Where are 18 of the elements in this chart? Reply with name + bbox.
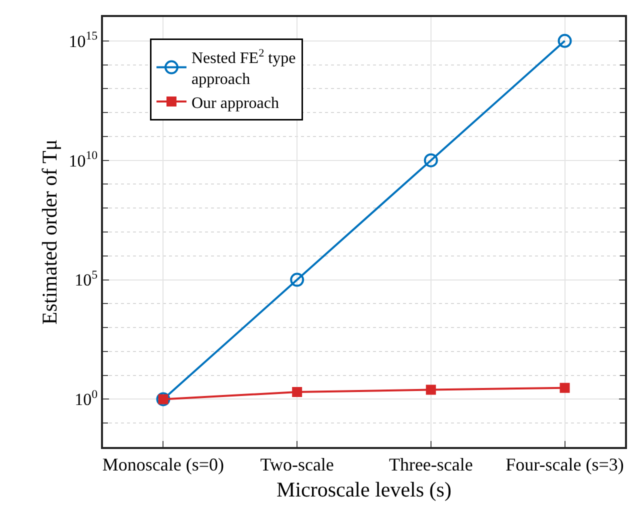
x-tick-label: Two-scale: [260, 454, 334, 475]
x-tick-label: Monoscale (s=0): [102, 454, 224, 475]
point: [292, 387, 302, 398]
x-tick-label: Three-scale: [388, 454, 473, 475]
y-axis-title: Estimated order of Tμ: [37, 139, 62, 325]
point: [424, 153, 438, 168]
y-tick-label: 10$^{0}$: [74, 387, 98, 410]
point: [560, 382, 570, 393]
legend-label: Our approach: [191, 94, 279, 112]
y-tick-label: 10$^{10}$: [68, 148, 98, 170]
point: [558, 34, 572, 48]
x-axis-title: Microscale levels (s): [276, 477, 452, 502]
y-tick-label: 10$^{5}$: [74, 268, 98, 290]
point: [290, 272, 304, 287]
point: [426, 384, 436, 395]
x-tick-label: Four-scale (s=3): [506, 454, 624, 475]
legend-label: Nested FE$^{2}$ type approach: [191, 47, 296, 88]
y-tick-label: 10$^{15}$: [68, 28, 98, 51]
